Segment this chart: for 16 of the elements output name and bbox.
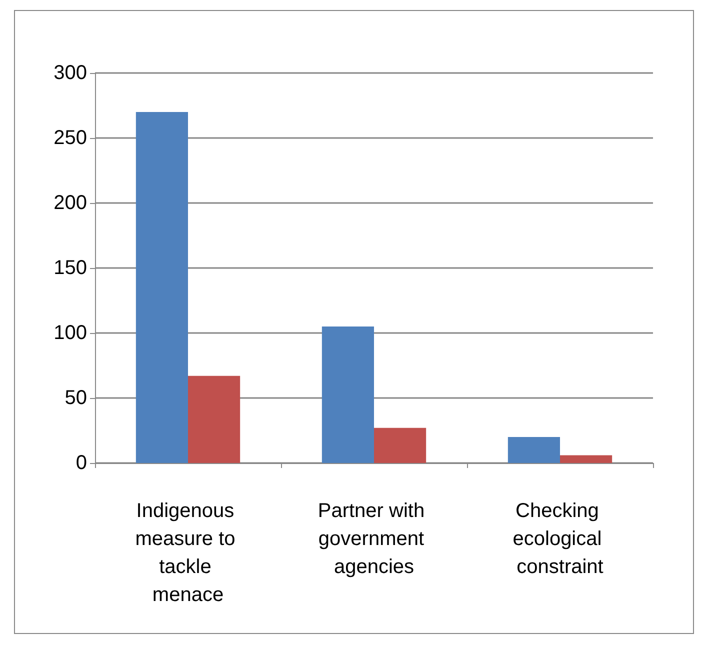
y-tick-label: 50 [64,387,87,409]
y-tick-label: 0 [76,452,87,474]
bar [188,376,240,463]
y-tick-label: 200 [54,192,87,214]
bar [508,437,560,463]
x-tick-label: Indigenous measure to tackle menace [135,500,241,606]
bar [322,326,374,463]
y-tick-label: 100 [54,322,87,344]
x-tick-label: Checking ecological constraint [512,500,608,578]
bar [136,112,188,463]
x-tick-label: Partner with government agencies [318,500,430,578]
y-tick-label: 250 [54,127,87,149]
y-tick-label: 300 [54,62,87,84]
bar [374,428,426,463]
bar [560,455,612,463]
y-tick-label: 150 [54,257,87,279]
